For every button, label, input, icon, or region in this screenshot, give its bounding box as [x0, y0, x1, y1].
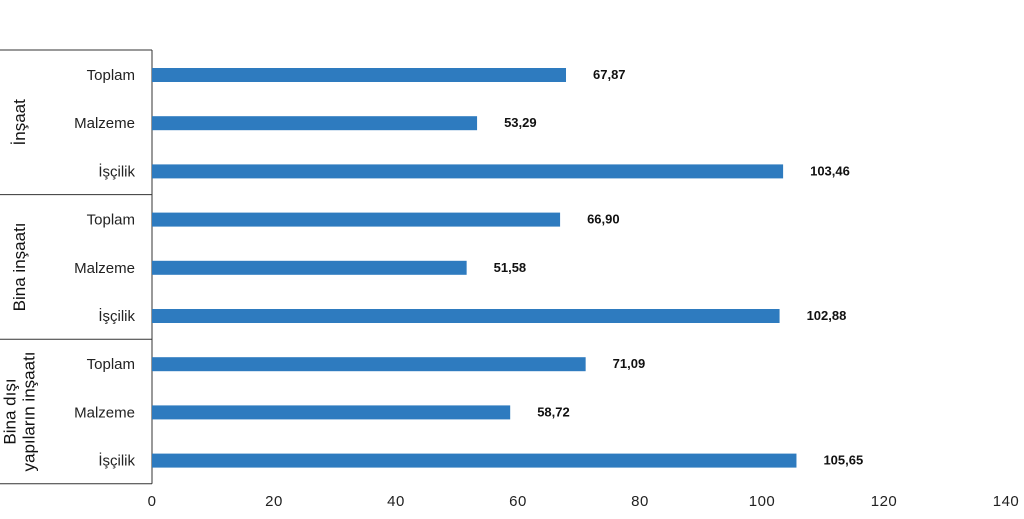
- x-tick-label: 120: [871, 493, 898, 510]
- bar: [152, 357, 586, 372]
- bar: [152, 260, 467, 275]
- chart-bars: [152, 68, 797, 468]
- data-label: 53,29: [504, 115, 537, 130]
- x-tick-label: 140: [993, 493, 1020, 510]
- group-label: Bina dışıyapıların inşaatı: [1, 351, 39, 471]
- data-label: 105,65: [823, 453, 863, 468]
- bar: [152, 164, 784, 179]
- bar: [152, 405, 511, 420]
- chart-labels: 0 20 40 60 80 100 120 140 Toplam 67,87 Malzeme 53,2…: [1, 67, 1020, 510]
- group-label: Bina inşaatı: [10, 222, 29, 311]
- category-label: Toplam: [87, 212, 135, 229]
- x-tick-label: 0: [148, 493, 157, 510]
- group-label: İnşaat: [10, 99, 29, 146]
- data-label: 71,09: [613, 356, 646, 371]
- category-label: İşçilik: [98, 452, 135, 470]
- category-label: Toplam: [87, 356, 135, 373]
- data-label: 103,46: [810, 163, 850, 178]
- x-tick-label: 100: [749, 493, 776, 510]
- x-tick-label: 40: [387, 493, 405, 510]
- category-label: Malzeme: [74, 260, 135, 277]
- x-tick-label: 20: [265, 493, 283, 510]
- group-label-line: Bina dışı: [1, 378, 20, 444]
- group-label-line: İnşaat: [10, 99, 29, 146]
- data-label: 58,72: [537, 404, 570, 419]
- category-label: İşçilik: [98, 307, 135, 325]
- bar: [152, 116, 478, 131]
- category-label: Malzeme: [74, 115, 135, 132]
- data-label: 102,88: [807, 308, 847, 323]
- group-label-line: Bina inşaatı: [10, 222, 29, 311]
- category-label: Toplam: [87, 67, 135, 84]
- bar: [152, 68, 567, 82]
- x-tick-label: 80: [631, 493, 649, 510]
- data-label: 66,90: [587, 212, 620, 227]
- data-label: 67,87: [593, 67, 626, 82]
- category-label: İşçilik: [98, 162, 135, 180]
- bar: [152, 453, 797, 468]
- group-label-line: yapıların inşaatı: [20, 351, 39, 471]
- data-label: 51,58: [494, 260, 527, 275]
- bar: [152, 212, 561, 227]
- x-tick-label: 60: [509, 493, 527, 510]
- bar: [152, 309, 780, 323]
- category-label: Malzeme: [74, 404, 135, 421]
